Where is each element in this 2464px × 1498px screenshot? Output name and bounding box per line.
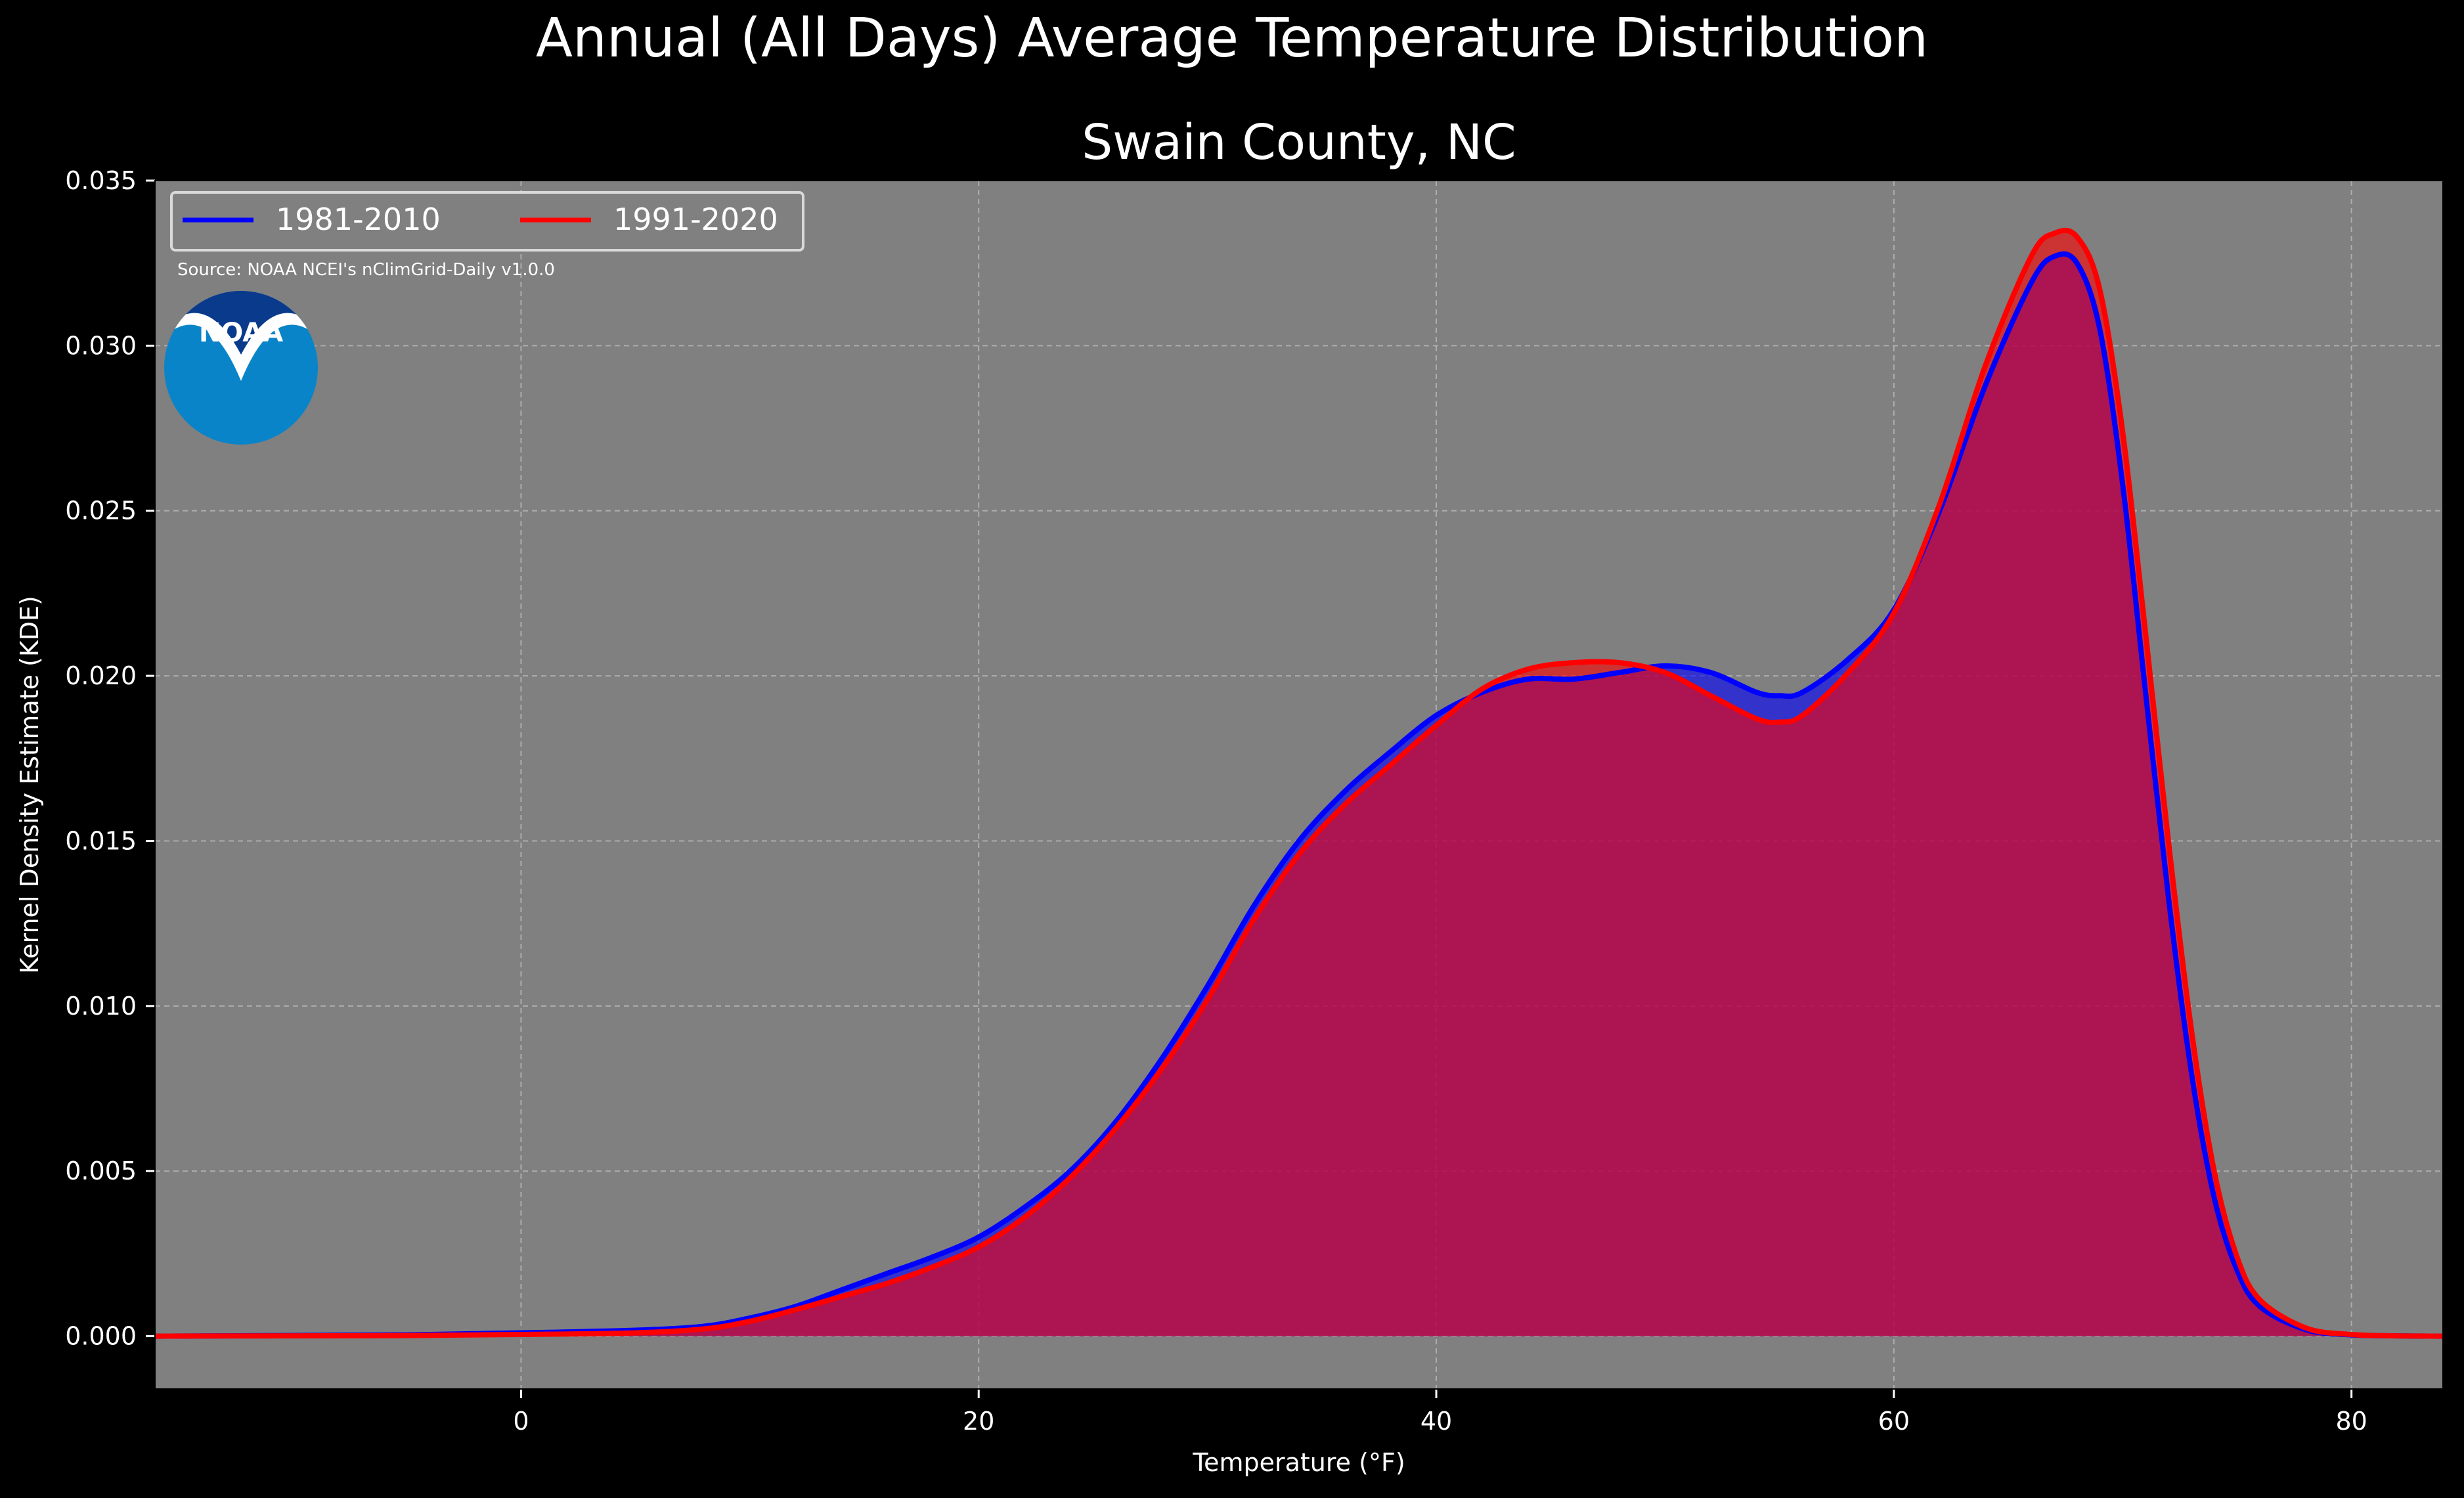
series-line-1981-2010	[154, 251, 2444, 1339]
y-tick-label: 0.020	[65, 661, 137, 690]
figure-suptitle: Annual (All Days) Average Temperature Di…	[536, 7, 1928, 70]
axes: 0 20 40 60 80 0.000 0.005 0.010 0.015 0.020 0.025 0…	[65, 166, 2444, 1436]
y-tick-label: 0.010	[65, 992, 137, 1021]
y-tick-label: 0.015	[65, 826, 137, 855]
chart-title: Swain County, NC	[1082, 114, 1516, 171]
y-tick-label: 0.030	[65, 331, 137, 360]
x-tick-label: 20	[963, 1407, 994, 1436]
legend-label-1991-2020: 1991-2020	[613, 202, 778, 237]
series-layer	[154, 227, 2444, 1339]
plot-frame	[154, 180, 2444, 1390]
x-tick-label: 40	[1420, 1407, 1452, 1436]
y-axis-label: Kernel Density Estimate (KDE)	[15, 596, 44, 974]
y-tick-label: 0.005	[65, 1157, 137, 1185]
x-tick-label: 60	[1878, 1407, 1910, 1436]
y-tick-label: 0.000	[65, 1322, 137, 1351]
legend-label-1981-2010: 1981-2010	[276, 202, 441, 237]
x-tick-label: 80	[2335, 1407, 2367, 1436]
x-tick-label: 0	[513, 1407, 529, 1436]
y-tick-label: 0.035	[65, 166, 137, 195]
x-axis-label: Temperature (°F)	[1192, 1448, 1405, 1477]
legend-box	[170, 191, 804, 252]
series-line-1991-2020	[154, 227, 2444, 1339]
logo-text: NOAA	[199, 318, 283, 348]
legend: 1981-2010 1991-2020	[170, 191, 804, 252]
y-tick-label: 0.025	[65, 496, 137, 525]
source-note: Source: NOAA NCEI's nClimGrid-Daily v1.0…	[177, 260, 555, 280]
series-area-1991-2020	[155, 230, 2443, 1336]
